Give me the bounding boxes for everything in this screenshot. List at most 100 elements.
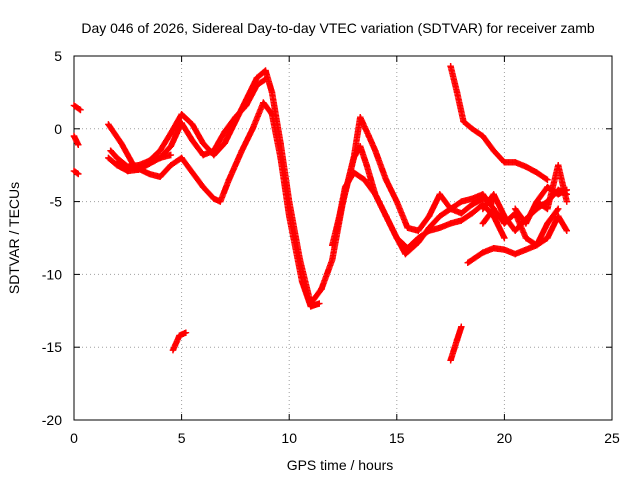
data-point — [460, 118, 467, 125]
data-point — [544, 205, 551, 213]
data-point — [393, 198, 400, 205]
data-point — [479, 195, 487, 202]
data-point — [253, 81, 261, 89]
series-track-14 — [479, 205, 571, 249]
data-point — [189, 137, 196, 144]
data-point — [341, 183, 349, 191]
data-point — [544, 183, 551, 191]
data-point — [70, 102, 78, 109]
data-point — [490, 205, 497, 213]
x-axis-label: GPS time / hours — [287, 457, 394, 473]
data-point — [447, 62, 454, 70]
data-marks — [70, 62, 571, 364]
data-point — [555, 212, 562, 220]
data-point — [501, 246, 508, 253]
data-point — [458, 217, 465, 224]
data-point — [447, 205, 454, 213]
data-point — [105, 154, 112, 162]
series-track-16 — [533, 183, 571, 205]
data-point — [555, 191, 562, 198]
data-point — [563, 198, 571, 205]
data-point — [458, 323, 465, 331]
x-tick-label: 5 — [178, 430, 186, 446]
data-point — [501, 220, 508, 227]
data-point — [382, 176, 390, 183]
data-point — [382, 212, 390, 220]
data-point — [156, 173, 164, 181]
data-point — [350, 154, 357, 162]
data-point — [182, 329, 190, 336]
series-track-18 — [447, 323, 465, 364]
data-point — [242, 102, 250, 109]
data-point — [221, 128, 228, 135]
data-point — [253, 74, 261, 82]
data-point — [210, 195, 218, 202]
data-point — [404, 224, 411, 232]
y-tick-label: 5 — [54, 48, 62, 64]
data-point — [298, 278, 306, 285]
data-point — [544, 176, 551, 183]
data-point — [167, 151, 175, 159]
data-point — [555, 162, 562, 169]
series-track-10-trace — [333, 169, 508, 252]
series-track-10 — [333, 169, 508, 252]
data-point — [363, 162, 370, 169]
data-point — [511, 205, 519, 213]
series-track-6-trace — [105, 99, 323, 310]
y-tick-label: -10 — [42, 266, 62, 282]
series-track-2-trace — [70, 132, 82, 149]
data-point — [425, 212, 433, 220]
data-point — [404, 244, 411, 252]
data-point — [365, 132, 373, 140]
data-point — [176, 332, 183, 339]
data-point — [189, 169, 196, 176]
data-point — [357, 113, 364, 121]
data-point — [217, 198, 224, 205]
data-point — [156, 154, 164, 162]
data-point — [436, 224, 444, 232]
x-tick-label: 0 — [70, 430, 78, 446]
data-point — [268, 111, 276, 118]
data-point — [522, 163, 530, 170]
data-point — [113, 159, 121, 166]
data-point — [189, 121, 196, 128]
data-point — [490, 147, 497, 154]
data-point — [210, 147, 218, 154]
data-point — [124, 163, 131, 170]
data-point — [167, 143, 175, 150]
data-point — [277, 154, 284, 162]
data-point — [361, 176, 368, 183]
y-axis-label: SDTVAR / TECUs — [6, 182, 22, 294]
data-point — [563, 227, 571, 234]
data-point — [402, 250, 409, 258]
data-point — [221, 140, 228, 147]
series-track-1-trace — [70, 102, 84, 114]
x-tick-label: 20 — [497, 430, 513, 446]
data-point — [563, 186, 571, 194]
data-point — [533, 198, 540, 205]
data-point — [260, 99, 267, 106]
data-point — [307, 303, 314, 310]
grid-lines — [74, 56, 612, 420]
data-point — [468, 210, 476, 217]
data-point — [238, 147, 246, 154]
data-point — [522, 220, 530, 227]
data-point — [75, 141, 82, 149]
data-point — [118, 140, 125, 147]
data-point — [415, 234, 422, 242]
data-point — [447, 357, 454, 364]
data-point — [70, 167, 78, 175]
data-point — [329, 242, 336, 249]
data-point — [436, 212, 444, 220]
series-track-11 — [447, 62, 551, 183]
series-track-1 — [70, 102, 84, 114]
series-track-9-trace — [329, 113, 497, 249]
data-point — [178, 154, 185, 162]
data-point — [77, 106, 84, 114]
data-point — [468, 195, 476, 202]
data-point — [167, 162, 175, 169]
data-point — [425, 227, 433, 234]
data-point — [329, 256, 336, 264]
data-point — [135, 162, 142, 169]
data-point — [522, 246, 530, 253]
